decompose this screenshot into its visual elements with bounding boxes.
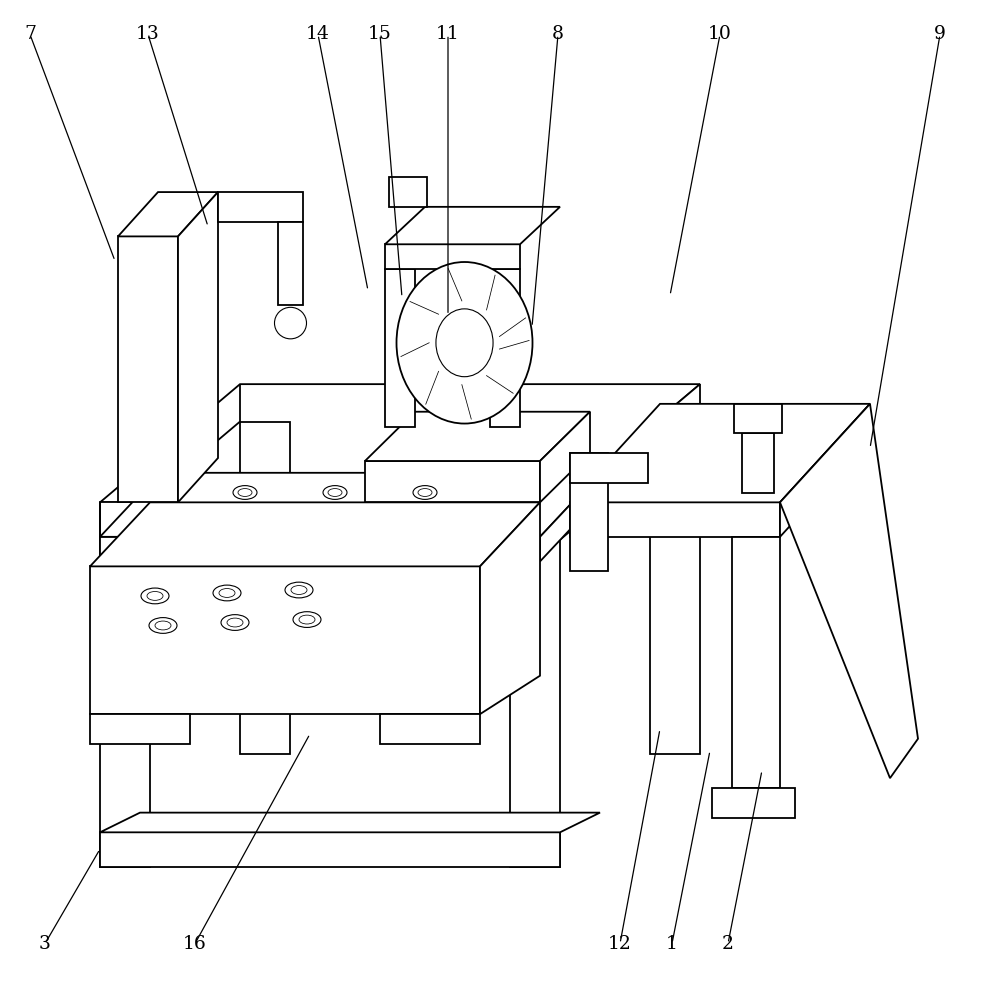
Ellipse shape: [238, 489, 252, 496]
Polygon shape: [540, 473, 600, 561]
Polygon shape: [385, 207, 560, 244]
Polygon shape: [540, 412, 590, 502]
Polygon shape: [734, 404, 782, 433]
Ellipse shape: [147, 591, 163, 600]
Text: 9: 9: [934, 26, 946, 43]
Polygon shape: [780, 404, 918, 778]
Ellipse shape: [436, 309, 493, 376]
Polygon shape: [100, 832, 560, 867]
Polygon shape: [490, 269, 520, 427]
Polygon shape: [480, 502, 540, 714]
Polygon shape: [90, 714, 190, 744]
Text: 12: 12: [608, 935, 632, 952]
Ellipse shape: [227, 619, 243, 626]
Polygon shape: [712, 788, 795, 818]
Polygon shape: [650, 422, 700, 754]
Polygon shape: [100, 502, 560, 540]
Text: 16: 16: [183, 935, 207, 952]
Text: 2: 2: [722, 935, 734, 952]
Polygon shape: [365, 412, 590, 461]
Text: 10: 10: [708, 26, 732, 43]
Ellipse shape: [213, 585, 241, 601]
Ellipse shape: [328, 489, 342, 496]
Polygon shape: [570, 453, 608, 571]
Ellipse shape: [149, 618, 177, 633]
Text: 7: 7: [24, 26, 36, 43]
Polygon shape: [365, 461, 540, 502]
Text: 11: 11: [436, 26, 460, 43]
Polygon shape: [100, 537, 540, 561]
Ellipse shape: [299, 615, 315, 624]
Ellipse shape: [233, 486, 257, 499]
Polygon shape: [100, 384, 700, 502]
Text: 13: 13: [136, 26, 160, 43]
Polygon shape: [570, 502, 780, 537]
Ellipse shape: [221, 615, 249, 630]
Ellipse shape: [418, 489, 432, 496]
Ellipse shape: [291, 585, 307, 594]
Text: 1: 1: [666, 935, 678, 952]
Text: 14: 14: [306, 26, 330, 43]
Ellipse shape: [396, 262, 532, 424]
Polygon shape: [389, 177, 427, 207]
Ellipse shape: [293, 612, 321, 627]
Polygon shape: [178, 192, 218, 502]
Polygon shape: [100, 813, 600, 832]
Polygon shape: [510, 540, 560, 867]
Polygon shape: [380, 714, 480, 744]
Ellipse shape: [413, 486, 437, 499]
Polygon shape: [100, 473, 600, 537]
Polygon shape: [90, 566, 480, 714]
Ellipse shape: [323, 486, 347, 499]
Polygon shape: [560, 384, 700, 540]
Polygon shape: [385, 269, 415, 427]
Polygon shape: [118, 236, 178, 502]
Polygon shape: [278, 222, 303, 305]
Ellipse shape: [285, 582, 313, 598]
Polygon shape: [385, 244, 520, 269]
Polygon shape: [90, 502, 540, 566]
Polygon shape: [570, 404, 870, 502]
Text: 3: 3: [39, 935, 51, 952]
Polygon shape: [780, 404, 870, 537]
Polygon shape: [742, 433, 774, 492]
Ellipse shape: [155, 622, 171, 630]
Polygon shape: [732, 537, 780, 788]
Ellipse shape: [219, 588, 235, 597]
Text: 15: 15: [368, 26, 392, 43]
Polygon shape: [240, 422, 290, 754]
Polygon shape: [118, 192, 218, 236]
Polygon shape: [218, 192, 303, 222]
Ellipse shape: [141, 588, 169, 604]
Text: 8: 8: [552, 26, 564, 43]
Polygon shape: [100, 540, 150, 867]
Polygon shape: [570, 453, 648, 483]
